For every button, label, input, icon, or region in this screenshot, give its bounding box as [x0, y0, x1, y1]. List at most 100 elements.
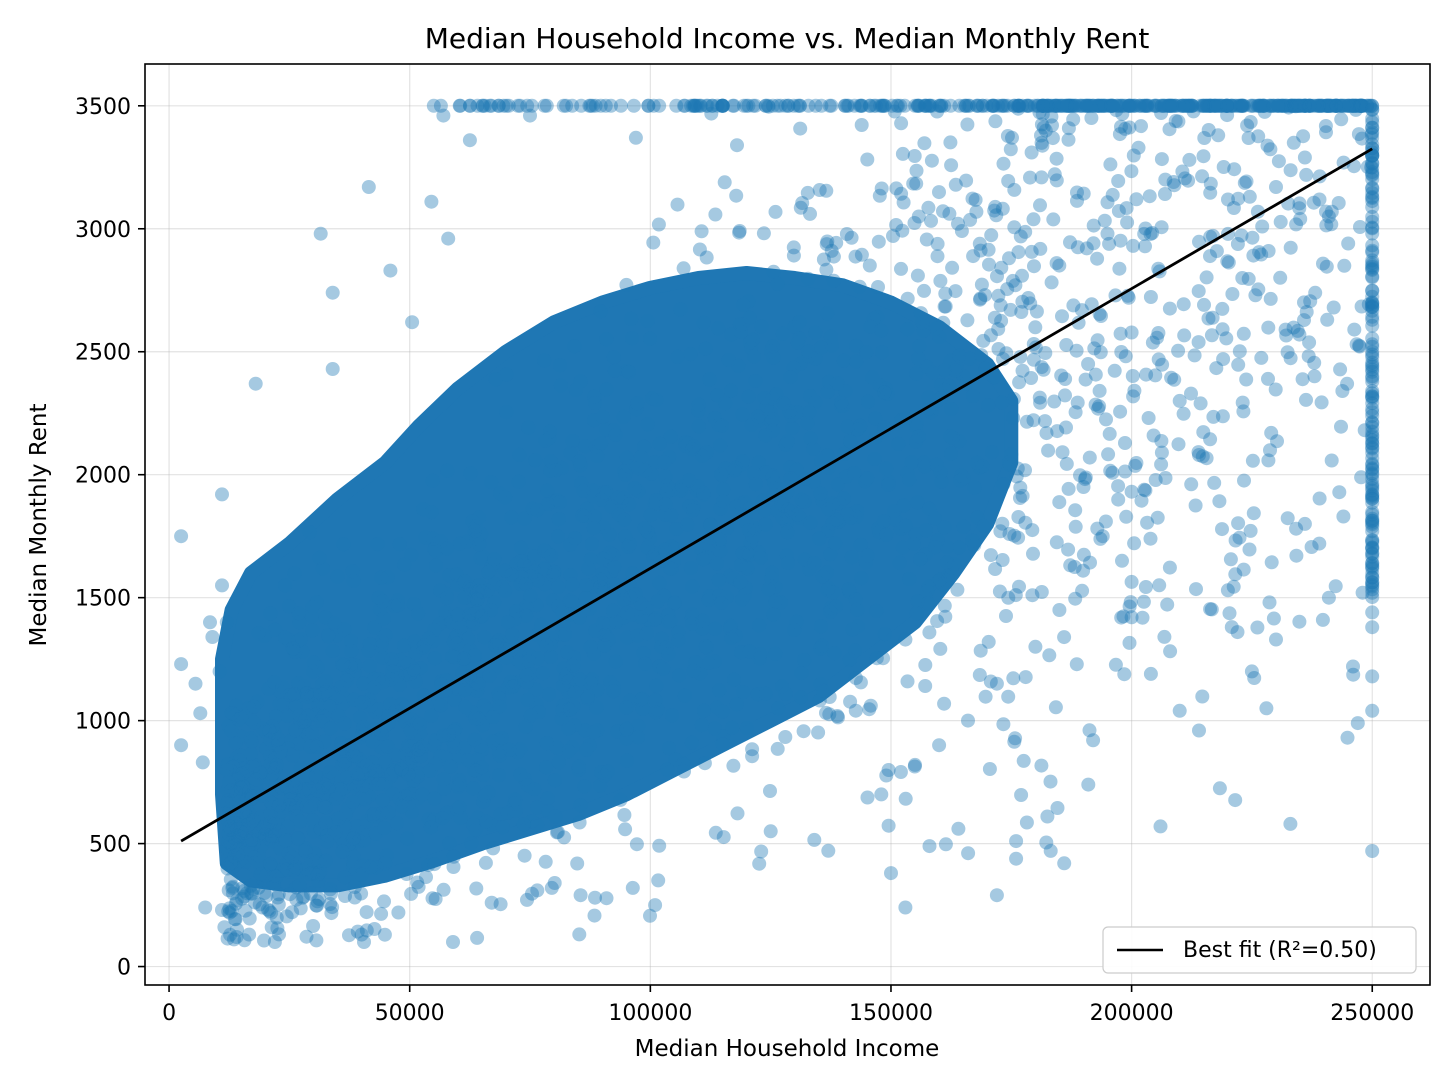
scatter-point	[1345, 98, 1360, 113]
scatter-point	[1012, 375, 1027, 390]
scatter-point	[820, 565, 834, 580]
scatter-point	[546, 494, 560, 509]
scatter-point	[1263, 98, 1278, 113]
scatter-point	[323, 882, 338, 897]
scatter-point	[1118, 121, 1133, 136]
scatter-point	[283, 797, 297, 812]
scatter-point	[993, 524, 1008, 539]
scatter-point	[684, 610, 699, 625]
scatter-point	[829, 235, 844, 250]
scatter-point	[1154, 434, 1169, 448]
scatter-point	[795, 196, 810, 210]
scatter-point	[472, 510, 487, 525]
scatter-point	[1365, 405, 1380, 420]
scatter-point	[352, 752, 367, 767]
scatter-point	[685, 579, 700, 594]
scatter-point	[586, 483, 601, 498]
scatter-point	[1287, 98, 1302, 113]
scatter-point	[643, 531, 657, 546]
scatter-point	[394, 763, 409, 778]
scatter-point	[599, 382, 614, 397]
scatter-point	[365, 808, 380, 823]
scatter-point	[410, 769, 425, 784]
scatter-point	[593, 572, 608, 587]
scatter-point	[469, 531, 484, 546]
y-tick-label: 1500	[75, 587, 131, 612]
scatter-point	[780, 434, 795, 449]
scatter-point	[929, 457, 944, 472]
scatter-point	[1302, 335, 1317, 350]
scatter-point	[1365, 300, 1380, 315]
scatter-point	[991, 342, 1006, 356]
scatter-point	[732, 225, 747, 240]
scatter-point	[354, 927, 369, 942]
scatter-point	[1330, 98, 1345, 113]
scatter-point	[427, 857, 442, 872]
scatter-point	[1142, 98, 1157, 113]
scatter-point	[635, 702, 650, 716]
scatter-point	[587, 509, 602, 524]
scatter-point	[307, 687, 322, 702]
scatter-point	[1128, 98, 1142, 113]
scatter-point	[768, 579, 783, 594]
scatter-point	[803, 206, 817, 221]
scatter-point	[1364, 127, 1379, 142]
scatter-point	[1044, 109, 1059, 124]
scatter-point	[414, 749, 428, 764]
scatter-point	[174, 529, 189, 544]
scatter-point	[565, 98, 580, 113]
scatter-point	[745, 742, 760, 757]
scatter-point	[1132, 98, 1147, 113]
scatter-point	[1307, 355, 1322, 370]
scatter-point	[1079, 98, 1094, 113]
scatter-point	[705, 98, 720, 113]
scatter-point	[331, 787, 346, 802]
scatter-point	[322, 765, 337, 780]
scatter-point	[630, 628, 645, 643]
scatter-point	[806, 474, 821, 489]
scatter-point	[475, 584, 489, 599]
scatter-point	[366, 671, 381, 686]
scatter-point	[944, 402, 959, 416]
scatter-point	[1069, 98, 1084, 113]
scatter-point	[427, 738, 442, 753]
scatter-point	[401, 767, 416, 782]
scatter-point	[362, 659, 377, 674]
scatter-point	[944, 560, 959, 575]
scatter-point	[974, 348, 989, 363]
scatter-point	[1009, 834, 1024, 849]
scatter-point	[1122, 98, 1137, 113]
scatter-point	[648, 693, 663, 708]
scatter-point	[227, 849, 242, 864]
scatter-point	[848, 703, 863, 718]
scatter-point	[265, 800, 280, 814]
scatter-point	[687, 98, 702, 113]
scatter-point	[852, 279, 867, 294]
scatter-point	[1124, 610, 1139, 625]
scatter-point	[937, 98, 952, 113]
scatter-point	[1318, 98, 1333, 113]
scatter-point	[353, 792, 368, 807]
scatter-point	[308, 769, 323, 784]
scatter-point	[367, 767, 382, 782]
scatter-point	[1288, 98, 1303, 113]
scatter-point	[1261, 244, 1276, 258]
scatter-point	[757, 391, 772, 405]
scatter-point	[355, 766, 370, 781]
scatter-point	[205, 630, 220, 644]
scatter-point	[1365, 415, 1380, 430]
scatter-point	[245, 886, 259, 901]
scatter-point	[870, 310, 885, 325]
scatter-point	[1208, 98, 1222, 113]
scatter-point	[866, 311, 881, 326]
scatter-point	[808, 395, 823, 410]
scatter-point	[640, 540, 655, 555]
scatter-point	[1011, 101, 1026, 116]
scatter-point	[1324, 204, 1339, 219]
scatter-point	[840, 419, 855, 434]
scatter-point	[1290, 98, 1305, 113]
scatter-point	[1225, 98, 1240, 113]
scatter-point	[343, 776, 358, 791]
scatter-point	[1197, 98, 1212, 113]
scatter-point	[748, 98, 763, 113]
